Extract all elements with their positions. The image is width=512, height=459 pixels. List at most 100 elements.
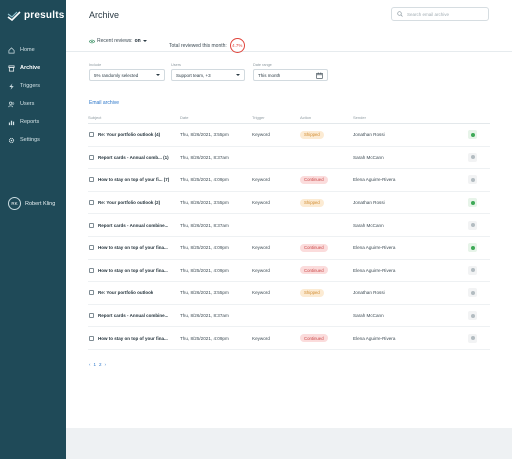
row-action-cell: Shipped — [300, 198, 353, 207]
row-sender: Jonathan Rossi — [353, 200, 385, 206]
sidebar-item-home[interactable]: Home — [0, 41, 66, 59]
header-trigger[interactable]: Trigger — [252, 115, 265, 120]
status-indicator[interactable] — [468, 333, 477, 343]
row-date: Thu, 8/26/2021, 8:37am — [180, 313, 229, 319]
search-icon — [397, 11, 403, 17]
total-reviewed-percent: 4.7% — [229, 38, 245, 53]
row-trigger: Keyword — [252, 335, 270, 341]
date-range-filter: Date range This month — [253, 63, 328, 81]
row-subject-cell: Report cards - Annual comb... (1) — [88, 154, 180, 160]
total-reviewed-label: Total reviewed this month: — [169, 42, 227, 49]
date-range-value: This month — [258, 72, 281, 78]
row-checkbox[interactable] — [89, 222, 94, 228]
sidebar-item-settings[interactable]: Settings — [0, 131, 66, 149]
avatar: RK — [8, 197, 21, 210]
status-indicator[interactable] — [468, 243, 477, 253]
action-badge: Continued — [300, 175, 328, 184]
user-profile[interactable]: RK Robert Kling — [8, 197, 55, 210]
users-select-value: Support team, +3 — [176, 72, 211, 78]
row-subject[interactable]: Report cards - Annual combine... — [98, 222, 169, 228]
table-row[interactable]: How to stay on top of your fina... Thu, 8… — [88, 237, 490, 260]
status-indicator[interactable] — [468, 288, 477, 298]
chevron-down-icon — [156, 74, 160, 76]
search-input[interactable] — [407, 11, 487, 17]
action-badge: Continued — [300, 334, 328, 343]
row-subject[interactable]: How to stay on top of your fi... (7) — [98, 177, 170, 183]
row-sender: Sarah McCann — [353, 313, 384, 319]
status-indicator[interactable] — [468, 311, 477, 321]
table-row[interactable]: Report cards - Annual comb... (1) Thu, 8/… — [88, 147, 490, 170]
summary-bar: Recent reviews: on Total reviewed this m… — [66, 32, 512, 53]
status-indicator[interactable] — [468, 265, 477, 275]
status-indicator[interactable] — [468, 130, 477, 140]
status-indicator[interactable] — [468, 220, 477, 230]
users-select[interactable]: Support team, +3 — [171, 69, 245, 81]
brand-name: presults — [24, 10, 65, 21]
status-dot-icon — [470, 336, 475, 341]
row-checkbox[interactable] — [89, 177, 94, 183]
row-trigger: Keyword — [252, 177, 270, 183]
pagination-page-1[interactable]: 1 — [93, 362, 97, 367]
row-subject[interactable]: Re: Your portfolio outlook — [98, 290, 154, 296]
row-date: Thu, 8/26/2021, 3:55pm — [180, 132, 229, 138]
row-checkbox[interactable] — [89, 313, 94, 319]
table-row[interactable]: How to stay on top of your fi... (7) Thu,… — [88, 169, 490, 192]
row-subject[interactable]: Re: Your portfolio outlook (4) — [98, 132, 161, 138]
row-checkbox[interactable] — [89, 267, 94, 273]
sidebar-nav: Home Archive Triggers Users Reports Sett… — [0, 41, 66, 149]
status-dot-icon — [470, 245, 475, 250]
row-sender: Elena Aguirre-Rivera — [353, 177, 396, 183]
sidebar-item-users[interactable]: Users — [0, 95, 66, 113]
row-subject[interactable]: Report cards - Annual combine... — [98, 313, 169, 319]
row-checkbox[interactable] — [89, 200, 94, 206]
table-row[interactable]: How to stay on top of your fina... Thu, 8… — [88, 260, 490, 283]
status-dot-icon — [470, 155, 475, 160]
row-subject[interactable]: How to stay on top of your fina... — [98, 335, 168, 341]
status-indicator[interactable] — [468, 175, 477, 185]
search-box[interactable] — [391, 7, 489, 21]
status-indicator[interactable] — [468, 152, 477, 162]
header-subject[interactable]: Subject — [88, 115, 102, 120]
table-row[interactable]: Report cards - Annual combine... Thu, 8/2… — [88, 305, 490, 328]
row-trigger: Keyword — [252, 267, 270, 273]
pagination-next[interactable]: › — [104, 362, 107, 367]
table-row[interactable]: How to stay on top of your fina... Thu, 8… — [88, 327, 490, 350]
table-row[interactable]: Re: Your portfolio outlook (2) Thu, 8/26/… — [88, 192, 490, 215]
pagination-prev[interactable]: ‹ — [89, 362, 91, 367]
table-row[interactable]: Re: Your portfolio outlook (4) Thu, 8/26/… — [88, 124, 490, 147]
row-sender: Sarah McCann — [353, 222, 384, 228]
row-subject[interactable]: How to stay on top of your fina... — [98, 245, 168, 251]
sidebar: presults Home Archive Triggers Users Rep… — [0, 0, 66, 459]
row-checkbox[interactable] — [89, 335, 94, 341]
row-subject[interactable]: Report cards - Annual comb... (1) — [98, 154, 169, 160]
recent-reviews-toggle[interactable]: Recent reviews: on — [89, 38, 147, 44]
header-date[interactable]: Date — [180, 115, 189, 120]
status-dot-icon — [470, 177, 475, 182]
status-indicator[interactable] — [468, 198, 477, 208]
sidebar-item-label: Settings — [20, 137, 40, 143]
row-subject[interactable]: How to stay on top of your fina... — [98, 267, 168, 273]
action-badge: Shipped — [300, 288, 324, 297]
row-date: Thu, 8/26/2021, 8:37am — [180, 222, 229, 228]
recent-reviews-label: Recent reviews: — [97, 38, 133, 44]
row-status-cell — [455, 175, 490, 185]
header-sender[interactable]: Sender — [353, 115, 366, 120]
date-range-select[interactable]: This month — [253, 69, 328, 81]
sidebar-item-archive[interactable]: Archive — [0, 59, 66, 77]
include-select[interactable]: 5% randomly selected — [89, 69, 165, 81]
table-row[interactable]: Re: Your portfolio outlook Thu, 8/26/2021… — [88, 282, 490, 305]
logo[interactable]: presults — [7, 10, 65, 21]
row-checkbox[interactable] — [89, 245, 94, 251]
row-checkbox[interactable] — [89, 290, 94, 296]
header-action[interactable]: Action — [300, 115, 312, 120]
pagination-page-2[interactable]: 2 — [99, 362, 102, 367]
email-archive-link[interactable]: Email archive — [89, 100, 120, 106]
action-badge: Continued — [300, 266, 328, 275]
row-subject[interactable]: Re: Your portfolio outlook (2) — [98, 200, 161, 206]
sidebar-item-reports[interactable]: Reports — [0, 113, 66, 131]
sidebar-item-label: Archive — [20, 65, 41, 71]
row-checkbox[interactable] — [89, 132, 94, 138]
sidebar-item-triggers[interactable]: Triggers — [0, 77, 66, 95]
row-checkbox[interactable] — [89, 154, 94, 160]
table-row[interactable]: Report cards - Annual combine... Thu, 8/2… — [88, 214, 490, 237]
